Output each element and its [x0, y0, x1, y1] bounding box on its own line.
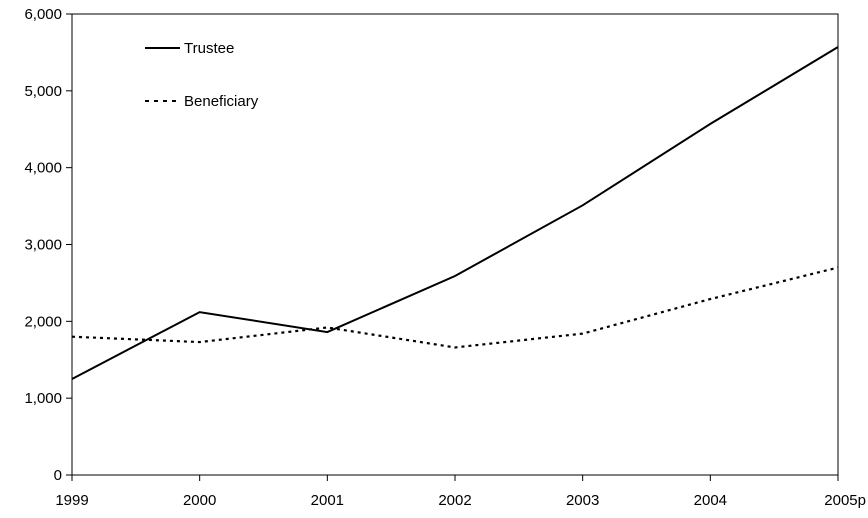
- y-tick-label: 3,000: [24, 237, 62, 254]
- legend-label-trustee: Trustee: [184, 40, 234, 57]
- x-tick-label: 2001: [311, 492, 344, 509]
- y-tick-label: 2,000: [24, 313, 62, 330]
- y-tick-label: 4,000: [24, 160, 62, 177]
- x-tick-label: 2004: [694, 492, 727, 509]
- y-tick-label: 5,000: [24, 83, 62, 100]
- series-line-trustee: [71, 46, 839, 380]
- x-tick-label: 2005p: [824, 492, 866, 509]
- legend: Trustee Beneficiary: [145, 40, 259, 110]
- x-tick-label: 1999: [55, 492, 88, 509]
- x-tick-label: 2002: [438, 492, 471, 509]
- x-tick-label: 2003: [566, 492, 599, 509]
- x-tick-label: 2000: [183, 492, 216, 509]
- legend-label-beneficiary: Beneficiary: [184, 93, 259, 110]
- plot-area: [71, 13, 839, 476]
- y-tick-label: 6,000: [24, 6, 62, 23]
- y-tick-label: 0: [54, 467, 62, 484]
- y-tick-label: 1,000: [24, 390, 62, 407]
- y-axis: 0 1,000 2,000 3,000 4,000 5,000 6,000: [24, 6, 72, 484]
- x-axis: 1999 2000 2001 2002 2003 2004 2005p: [55, 475, 866, 509]
- series-layer: [71, 46, 839, 380]
- series-line-beneficiary: [71, 266, 839, 349]
